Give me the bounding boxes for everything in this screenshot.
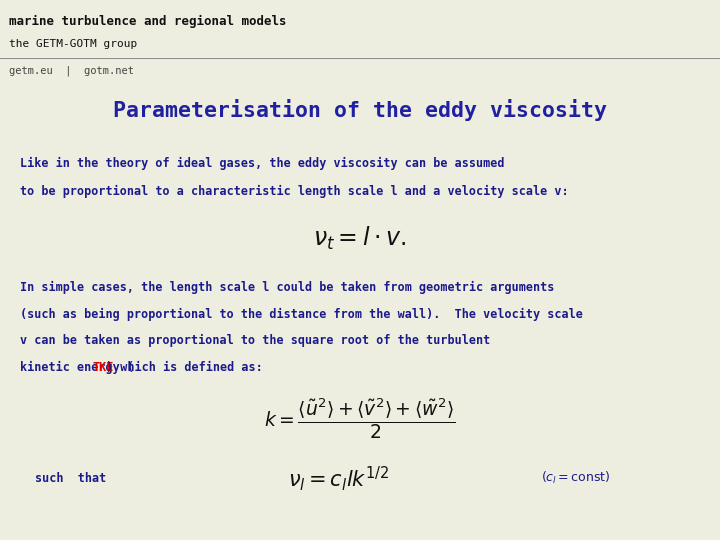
Text: such  that: such that [35,472,106,485]
Text: $k = \dfrac{\langle \tilde{u}^2 \rangle + \langle \tilde{v}^2 \rangle + \langle : $k = \dfrac{\langle \tilde{u}^2 \rangle … [264,396,456,441]
Text: Parameterisation of the eddy viscosity: Parameterisation of the eddy viscosity [113,99,607,122]
Text: kinetic energy (: kinetic energy ( [20,361,134,374]
Text: $(c_l = \mathrm{const})$: $(c_l = \mathrm{const})$ [541,470,611,487]
Text: Like in the theory of ideal gases, the eddy viscosity can be assumed: Like in the theory of ideal gases, the e… [20,157,505,170]
Text: to be proportional to a characteristic length scale l and a velocity scale v:: to be proportional to a characteristic l… [20,185,569,198]
Text: $\nu_t = l \cdot v.$: $\nu_t = l \cdot v.$ [313,225,407,252]
Text: marine turbulence and regional models: marine turbulence and regional models [9,15,286,28]
Text: v can be taken as proportional to the square root of the turbulent: v can be taken as proportional to the sq… [20,334,490,347]
Text: In simple cases, the length scale l could be taken from geometric arguments: In simple cases, the length scale l coul… [20,281,554,294]
Text: the GETM-GOTM group: the GETM-GOTM group [9,39,137,49]
Text: TKE: TKE [93,361,114,374]
Text: ) which is defined as:: ) which is defined as: [106,361,263,374]
Text: getm.eu  |  gotm.net: getm.eu | gotm.net [9,65,134,76]
Text: $\nu_l = c_l l k^{1/2}$: $\nu_l = c_l l k^{1/2}$ [288,464,389,493]
Text: (such as being proportional to the distance from the wall).  The velocity scale: (such as being proportional to the dista… [20,308,583,321]
